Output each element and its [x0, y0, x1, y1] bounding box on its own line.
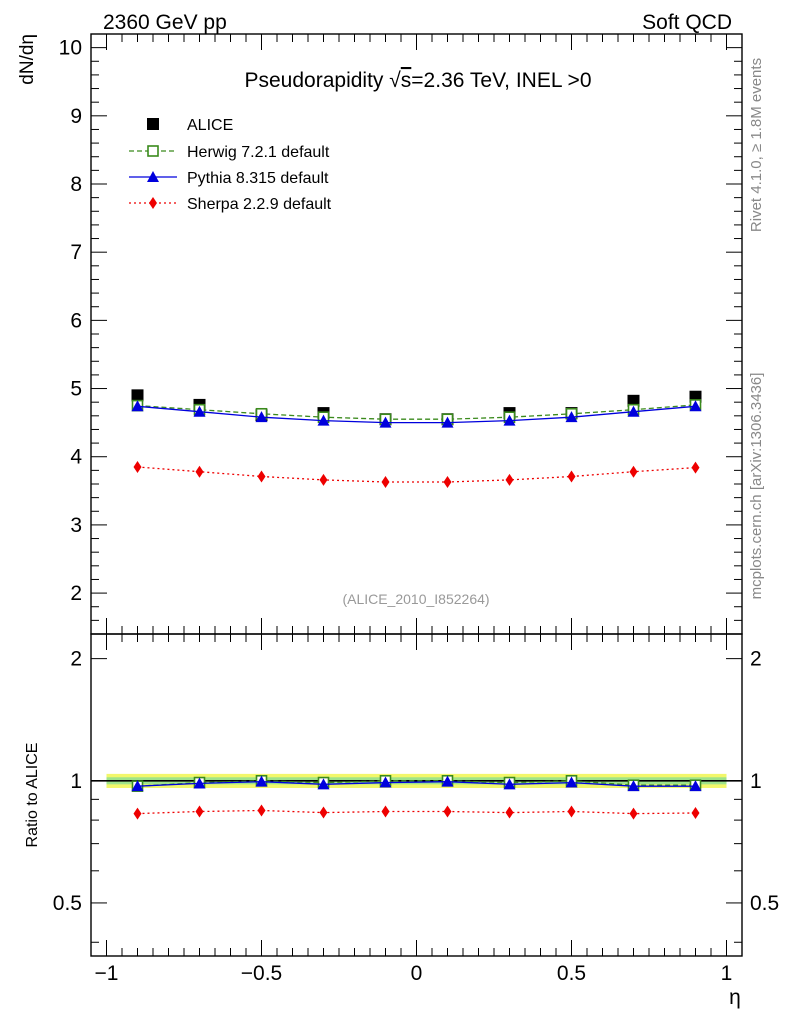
herwig-main-line: [137, 404, 696, 420]
ratio-y-tick-label-right: 1: [750, 770, 762, 793]
legend-sherpa-marker: [149, 197, 157, 209]
sherpa-main-point: [567, 470, 576, 483]
ratio-y-tick-label: 2: [70, 648, 82, 671]
pythia-main-point: [131, 400, 144, 412]
y-tick-label: 7: [70, 241, 82, 264]
chart-title-prefix: Pseudorapidity: [245, 69, 390, 92]
sherpa-ratio-point: [629, 807, 638, 820]
legend-sherpa-label: Sherpa 2.2.9 default: [187, 196, 332, 213]
x-tick-label: −0.5: [241, 962, 282, 985]
pythia-ratio-point: [689, 780, 702, 792]
herwig-ratio-line: [137, 780, 696, 787]
sherpa-ratio-point: [381, 805, 390, 818]
pythia-ratio-point: [131, 780, 144, 792]
y-tick-label: 2: [70, 582, 82, 605]
pythia-main-point: [255, 411, 268, 423]
pythia-ratio-point: [503, 778, 516, 790]
sherpa-main-point: [691, 461, 700, 474]
rivet-label: Rivet 4.1.0, ≥ 1.8M events: [748, 58, 765, 232]
y-tick-label: 3: [70, 514, 82, 537]
y-tick-label: 8: [70, 173, 82, 196]
pythia-main-line: [137, 405, 696, 424]
pythia-ratio-point: [317, 778, 330, 790]
sherpa-ratio-point: [443, 805, 452, 818]
pythia-main-point: [627, 405, 640, 417]
ratio-y-tick-label-right: 2: [750, 648, 762, 671]
sherpa-ratio-point: [691, 806, 700, 819]
sherpa-ratio-point: [257, 804, 266, 817]
sherpa-main-point: [319, 473, 328, 486]
y-tick-label: 5: [70, 378, 82, 401]
sherpa-main-line: [137, 466, 696, 483]
sherpa-main-point: [505, 473, 514, 486]
pythia-ratio-line: [137, 781, 696, 787]
legend-alice-label: ALICE: [187, 117, 233, 134]
x-tick-label: 1: [721, 962, 733, 985]
pythia-ratio-point: [441, 775, 454, 787]
ratio-plot-frame: [90, 633, 743, 957]
pythia-ratio-point: [193, 777, 206, 789]
mcplots-label: mcplots.cern.ch [arXiv:1306.3436]: [748, 373, 765, 600]
chart-title-s: s: [401, 69, 412, 92]
legend-pythia-marker: [147, 171, 159, 182]
pythia-main-point: [441, 416, 454, 428]
chart-title: Pseudorapidity √s=2.36 TeV, INEL >0: [245, 69, 592, 92]
pythia-main-point: [503, 414, 516, 426]
pythia-main-point: [317, 414, 330, 426]
y-tick-label: 6: [70, 309, 82, 332]
ratio-y-tick-label: 1: [70, 770, 82, 793]
chart-title-sqrt: √: [389, 69, 401, 92]
header-left: 2360 GeV pp: [103, 11, 227, 34]
y-tick-label: 9: [70, 105, 82, 128]
y-tick-label: 10: [59, 37, 82, 60]
legend-pythia-label: Pythia 8.315 default: [187, 170, 329, 187]
chart-title-rest: =2.36 TeV, INEL >0: [411, 69, 591, 92]
alice-main-point: [627, 394, 640, 407]
pythia-ratio-point: [565, 776, 578, 788]
legend-herwig-label: Herwig 7.2.1 default: [187, 144, 330, 161]
sherpa-ratio-point: [195, 805, 204, 818]
y-axis-label: dN/dη: [17, 34, 38, 85]
legend-alice-marker: [147, 118, 159, 130]
x-tick-label: 0.5: [557, 962, 586, 985]
y-tick-label: 4: [70, 446, 82, 469]
pythia-ratio-point: [379, 776, 392, 788]
pythia-ratio-point: [627, 780, 640, 792]
sherpa-ratio-point: [319, 806, 328, 819]
ratio-y-tick-label-right: 0.5: [750, 892, 779, 915]
pythia-main-point: [193, 405, 206, 417]
sherpa-main-point: [257, 470, 266, 483]
sherpa-ratio-line: [137, 809, 696, 815]
analysis-id: (ALICE_2010_I852264): [342, 591, 489, 607]
sherpa-ratio-point: [505, 806, 514, 819]
sherpa-main-point: [629, 465, 638, 478]
alice-main-point: [131, 389, 144, 402]
sherpa-main-point: [443, 475, 452, 488]
ratio-y-axis-label: Ratio to ALICE: [24, 743, 41, 848]
ratio-y-tick-label: 0.5: [53, 892, 82, 915]
pythia-main-point: [689, 400, 702, 412]
pythia-main-point: [379, 416, 392, 428]
pythia-main-point: [565, 411, 578, 423]
sherpa-ratio-point: [567, 805, 576, 818]
sherpa-ratio-point: [133, 807, 142, 820]
sherpa-main-point: [133, 460, 142, 473]
x-tick-label: −1: [95, 962, 119, 985]
sherpa-main-point: [195, 465, 204, 478]
x-tick-label: 0: [411, 962, 423, 985]
x-axis-label: η: [729, 986, 741, 1009]
pythia-ratio-point: [255, 775, 268, 787]
legend-herwig-marker: [147, 145, 159, 157]
sherpa-main-point: [381, 475, 390, 488]
header-right: Soft QCD: [642, 11, 732, 34]
